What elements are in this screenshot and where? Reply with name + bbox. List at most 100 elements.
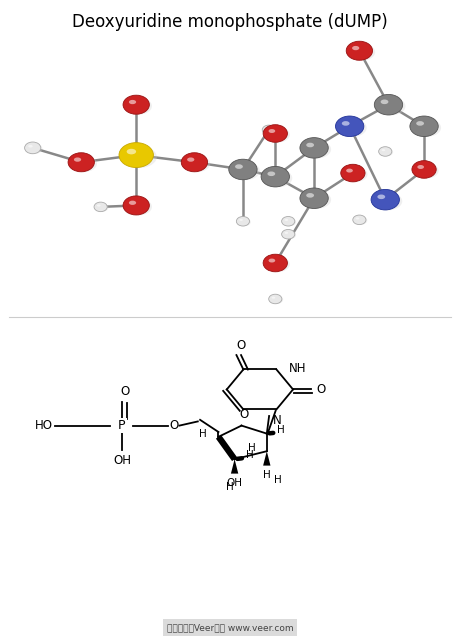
Ellipse shape: [306, 193, 313, 198]
Text: OH: OH: [112, 454, 131, 467]
Ellipse shape: [372, 192, 401, 211]
Circle shape: [236, 216, 249, 226]
Circle shape: [346, 41, 372, 60]
Ellipse shape: [284, 219, 287, 221]
Ellipse shape: [187, 157, 194, 162]
Ellipse shape: [262, 169, 291, 188]
Text: H: H: [263, 470, 270, 481]
Text: H: H: [226, 483, 233, 492]
Text: O: O: [239, 408, 248, 421]
Ellipse shape: [381, 149, 384, 151]
Ellipse shape: [235, 164, 242, 169]
Circle shape: [281, 216, 294, 226]
Circle shape: [340, 164, 364, 182]
Circle shape: [94, 202, 107, 212]
Circle shape: [263, 254, 287, 272]
Text: H: H: [246, 451, 253, 460]
Circle shape: [411, 161, 435, 179]
Ellipse shape: [267, 172, 274, 176]
Circle shape: [409, 116, 437, 136]
Ellipse shape: [375, 97, 404, 115]
Text: 图片来源：Veer图库 www.veer.com: 图片来源：Veer图库 www.veer.com: [166, 623, 293, 632]
Ellipse shape: [412, 163, 438, 179]
Ellipse shape: [124, 198, 151, 215]
Text: O: O: [236, 339, 245, 352]
Text: Deoxyuridine monophosphate (dUMP): Deoxyuridine monophosphate (dUMP): [72, 13, 387, 31]
Circle shape: [261, 166, 289, 187]
Ellipse shape: [268, 259, 274, 262]
Circle shape: [262, 125, 275, 134]
Circle shape: [119, 143, 153, 168]
Ellipse shape: [182, 155, 210, 172]
Circle shape: [299, 138, 328, 158]
Text: P: P: [118, 419, 125, 432]
Text: H: H: [276, 425, 284, 435]
Ellipse shape: [416, 165, 423, 169]
Ellipse shape: [69, 155, 97, 172]
Circle shape: [228, 159, 257, 180]
Ellipse shape: [124, 98, 151, 115]
Ellipse shape: [376, 195, 384, 199]
Polygon shape: [263, 451, 270, 466]
Ellipse shape: [269, 296, 283, 304]
Ellipse shape: [264, 127, 289, 143]
Ellipse shape: [239, 219, 242, 221]
Ellipse shape: [120, 146, 157, 168]
Ellipse shape: [25, 143, 42, 154]
Ellipse shape: [341, 121, 349, 125]
Ellipse shape: [301, 140, 330, 159]
Ellipse shape: [97, 204, 101, 207]
Ellipse shape: [306, 143, 313, 147]
Ellipse shape: [129, 100, 136, 104]
Ellipse shape: [264, 127, 268, 130]
Circle shape: [370, 189, 398, 210]
Text: O: O: [120, 385, 129, 398]
Ellipse shape: [95, 204, 108, 212]
Text: O: O: [169, 419, 178, 432]
Circle shape: [378, 147, 391, 156]
Circle shape: [268, 294, 281, 304]
Ellipse shape: [284, 232, 287, 234]
Ellipse shape: [336, 118, 366, 137]
Text: NH: NH: [289, 362, 306, 375]
Ellipse shape: [347, 44, 375, 61]
Text: H: H: [199, 429, 207, 438]
Ellipse shape: [236, 218, 250, 226]
Ellipse shape: [351, 46, 358, 50]
Circle shape: [299, 188, 328, 209]
Text: O: O: [315, 383, 325, 396]
Circle shape: [123, 95, 149, 114]
Ellipse shape: [126, 148, 136, 154]
Ellipse shape: [301, 191, 330, 209]
Ellipse shape: [129, 200, 136, 205]
Polygon shape: [230, 460, 238, 474]
Ellipse shape: [268, 129, 274, 133]
Ellipse shape: [380, 100, 387, 104]
Ellipse shape: [271, 296, 274, 299]
Text: HO: HO: [35, 419, 53, 432]
Text: N: N: [272, 414, 281, 427]
Ellipse shape: [28, 145, 33, 148]
Text: H: H: [247, 443, 255, 453]
Text: OH: OH: [226, 479, 242, 488]
Ellipse shape: [415, 121, 423, 125]
Ellipse shape: [410, 118, 440, 137]
Circle shape: [281, 230, 294, 239]
Circle shape: [181, 153, 207, 172]
Circle shape: [335, 116, 363, 136]
Ellipse shape: [74, 157, 81, 162]
Ellipse shape: [264, 257, 289, 272]
Text: H: H: [274, 475, 281, 484]
Circle shape: [352, 215, 365, 225]
Ellipse shape: [353, 216, 366, 225]
Ellipse shape: [379, 148, 392, 156]
Ellipse shape: [355, 218, 358, 220]
Ellipse shape: [282, 218, 296, 226]
Circle shape: [263, 125, 287, 142]
Circle shape: [123, 196, 149, 215]
Ellipse shape: [263, 126, 276, 135]
Ellipse shape: [341, 166, 367, 182]
Ellipse shape: [230, 162, 259, 180]
Ellipse shape: [346, 168, 352, 173]
Circle shape: [68, 153, 94, 172]
